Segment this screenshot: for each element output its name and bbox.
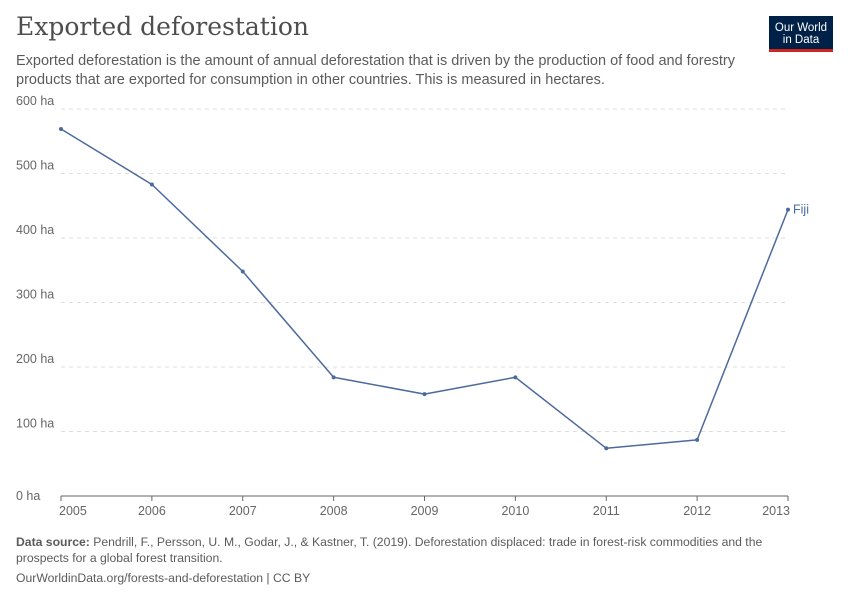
x-tick-label: 2012 (683, 504, 711, 518)
data-point[interactable] (695, 437, 700, 442)
x-tick-label: 2009 (411, 504, 439, 518)
y-tick-label: 600 ha (16, 94, 54, 108)
y-tick-label: 300 ha (16, 288, 54, 302)
x-tick-label: 2007 (229, 504, 257, 518)
series-line-fiji[interactable] (60, 128, 789, 450)
data-point[interactable] (331, 375, 336, 380)
chart-subtitle: Exported deforestation is the amount of … (16, 53, 736, 88)
x-tick-label: 2006 (138, 504, 166, 518)
chart-title: Exported deforestation (16, 12, 309, 41)
series-layer: Fiji (59, 126, 809, 451)
data-point[interactable] (604, 446, 609, 451)
data-point[interactable] (513, 375, 518, 380)
y-axis-ticks: 0 ha 100 ha 200 ha 300 ha 400 ha 500 ha 600 ha (16, 94, 54, 503)
data-point[interactable] (786, 207, 790, 212)
source-url[interactable]: OurWorldinData.org/forests-and-deforesta… (16, 571, 311, 585)
data-point[interactable] (59, 126, 63, 131)
data-source: Data source: Pendrill, F., Persson, U. M… (16, 534, 806, 566)
data-point[interactable] (240, 269, 245, 274)
x-tick-label: 2013 (762, 504, 790, 518)
y-tick-label: 0 ha (16, 489, 40, 503)
y-tick-label: 500 ha (16, 159, 54, 173)
data-point[interactable] (149, 182, 154, 187)
data-point[interactable] (422, 392, 427, 397)
logo-line-1: Our World (774, 22, 828, 34)
owid-logo[interactable]: Our World in Data (769, 16, 833, 52)
x-tick-label: 2005 (59, 504, 87, 518)
y-tick-label: 200 ha (16, 352, 54, 366)
x-tick-label: 2008 (320, 504, 348, 518)
series-label: Fiji (793, 203, 809, 217)
data-source-text: Pendrill, F., Persson, U. M., Godar, J.,… (16, 535, 763, 565)
logo-line-2: in Data (782, 34, 820, 46)
x-tick-label: 2011 (593, 504, 620, 518)
x-axis: 2005 2006 2007 2008 2009 2010 2011 2012 2013 (59, 495, 790, 518)
y-tick-label: 400 ha (16, 223, 54, 237)
gridlines (61, 108, 788, 432)
y-tick-label: 100 ha (16, 417, 54, 431)
x-tick-label: 2010 (501, 504, 529, 518)
data-source-label: Data source: (16, 535, 90, 549)
